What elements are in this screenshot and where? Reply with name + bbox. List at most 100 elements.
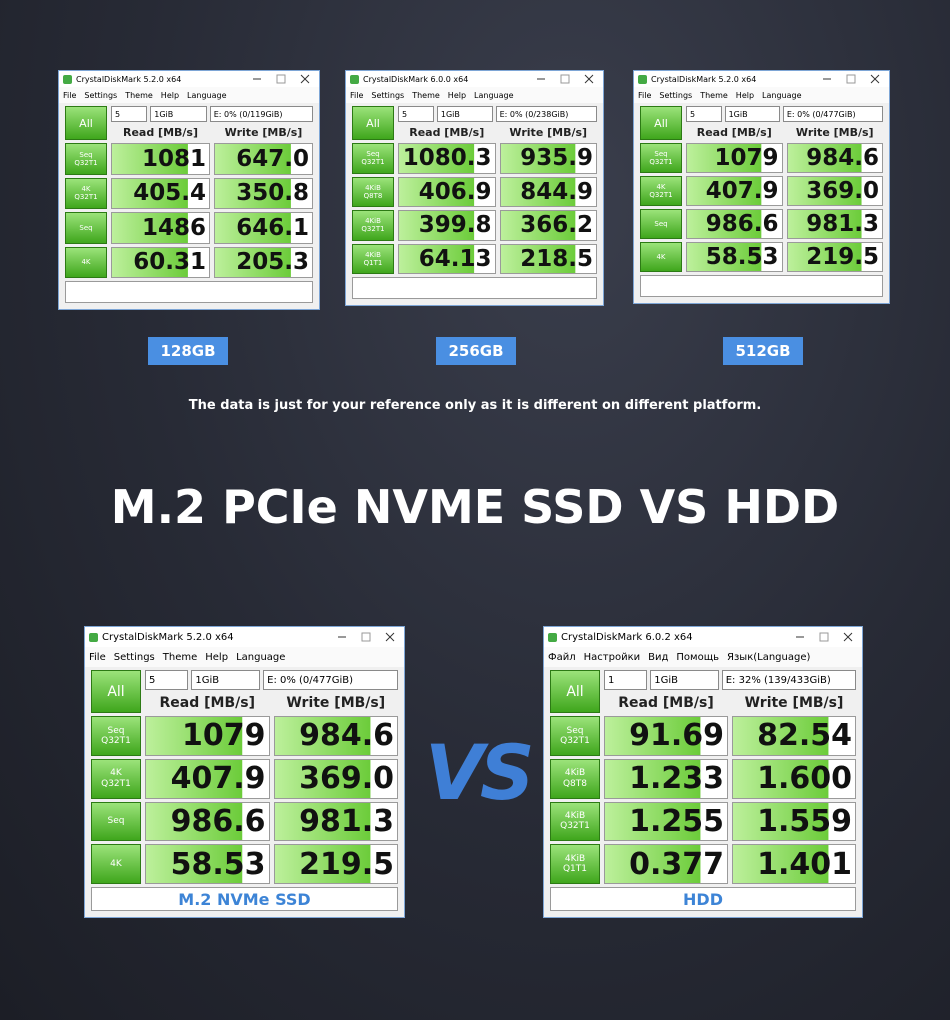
test-label: 4K [110,858,122,869]
menu-item[interactable]: Язык(Language) [727,651,811,663]
read-value: 1081 [111,143,210,175]
menu-item[interactable]: Файл [548,651,576,663]
drive-select[interactable]: E: 0% (0/477GiB) [263,670,398,690]
write-value: 366.2 [499,210,597,241]
menu-item[interactable]: Language [187,90,227,100]
menu-item[interactable]: Settings [84,90,118,100]
test-button[interactable]: 4K Q32T1 [65,177,107,209]
menu-item[interactable]: Language [474,90,514,100]
test-button[interactable]: Seq Q32T1 [640,143,682,173]
menu-item[interactable]: Settings [659,90,693,100]
all-button[interactable]: All [65,106,107,140]
window-controls[interactable] [249,74,319,84]
menu-item[interactable]: File [63,90,77,100]
all-button[interactable]: All [352,106,394,140]
note: The data is just for your reference only… [188,398,762,413]
drive-select[interactable]: E: 0% (0/238GiB) [495,106,597,122]
window-controls[interactable] [533,74,603,84]
menu-item[interactable]: Help [447,90,467,100]
window-title: CrystalDiskMark 6.0.0 x64 [363,74,469,84]
count-select[interactable]: 5 [111,106,148,122]
menu-item[interactable]: Language [236,651,286,663]
size-select[interactable]: 1GiB [191,670,261,690]
test-label: Seq [654,219,668,228]
test-button[interactable]: 4KiB Q8T8 [550,758,600,799]
test-button[interactable]: 4KiB Q1T1 [352,243,394,274]
menu-item[interactable]: Theme [412,90,440,100]
menu-bar: File Settings Theme Help Language [59,87,319,103]
write-value: 1.401 [732,844,856,884]
menu-item[interactable]: File [638,90,652,100]
comment-box [352,277,597,299]
all-button[interactable]: All [550,670,600,713]
count-select[interactable]: 1 [604,670,648,690]
test-button[interactable]: Seq Q32T1 [65,143,107,175]
menu-item[interactable]: Помощь [676,651,720,663]
menu-item[interactable]: Help [160,90,180,100]
test-button[interactable]: 4K [65,246,107,278]
write-value: 369.0 [273,758,398,799]
drive-select[interactable]: E: 32% (139/433GiB) [721,670,856,690]
read-header: Read [MB/s] [618,695,714,711]
menu-item[interactable]: Help [205,651,229,663]
test-button[interactable]: 4K Q32T1 [91,758,141,799]
read-value: 1486 [111,212,210,244]
read-value: 91.69 [604,716,728,756]
menu-item[interactable]: Theme [162,651,198,663]
size-select[interactable]: 1GiB [724,106,780,122]
test-button[interactable]: Seq Q32T1 [550,716,600,756]
menu-item[interactable]: Вид [648,651,669,663]
read-value: 1.255 [604,801,728,842]
write-value: 218.5 [499,243,597,274]
benchmark-grid: All 1 1GiB E: 32% (139/433GiB) Read [MB/s] Wr… [544,667,862,917]
read-header: Read [MB/s] [696,126,772,139]
test-button[interactable]: Seq [640,209,682,239]
title-bar: CrystalDiskMark 6.0.2 x64 [544,627,862,647]
drive-select[interactable]: E: 0% (0/477GiB) [782,106,883,122]
window-controls[interactable] [334,632,404,642]
menu-item[interactable]: File [89,651,106,663]
test-label: Q32T1 [361,158,385,167]
write-value: 219.5 [786,242,883,272]
app-icon [89,632,98,642]
all-button[interactable]: All [91,670,141,713]
test-button[interactable]: Seq [91,801,141,842]
count-select[interactable]: 5 [398,106,434,122]
menu-item[interactable]: Настройки [583,651,641,663]
vs-text: VS [425,728,535,817]
count-select[interactable]: 5 [686,106,722,122]
test-button[interactable]: 4KiB Q32T1 [550,801,600,842]
menu-item[interactable]: Settings [113,651,155,663]
read-value: 399.8 [398,210,496,241]
test-button[interactable]: 4KiB Q32T1 [352,210,394,241]
test-button[interactable]: Seq Q32T1 [352,143,394,174]
menu-bar: File Settings Theme Help Language [634,87,889,103]
test-button[interactable]: 4K [640,242,682,272]
test-button[interactable]: Seq Q32T1 [91,716,141,756]
all-button[interactable]: All [640,106,682,140]
test-button[interactable]: 4KiB Q8T8 [352,176,394,207]
menu-item[interactable]: Help [735,90,755,100]
drive-select[interactable]: E: 0% (0/119GiB) [209,106,313,122]
menu-item[interactable]: Theme [700,90,728,100]
read-value: 407.9 [686,176,783,206]
size-select[interactable]: 1GiB [650,670,719,690]
test-label: Q32T1 [361,225,385,234]
window-controls[interactable] [792,632,862,642]
app-window: CrystalDiskMark 6.0.0 x64 File Settings The… [345,70,604,306]
window-controls[interactable] [819,74,889,84]
menu-item[interactable]: Theme [125,90,153,100]
test-button[interactable]: 4K [91,844,141,884]
size-select[interactable]: 1GiB [436,106,493,122]
count-select[interactable]: 5 [145,670,189,690]
menu-item[interactable]: File [350,90,364,100]
test-button[interactable]: 4K Q32T1 [640,176,682,206]
window-title: CrystalDiskMark 5.2.0 x64 [76,74,182,84]
test-button[interactable]: 4KiB Q1T1 [550,844,600,884]
size-select[interactable]: 1GiB [150,106,207,122]
menu-item[interactable]: Language [762,90,802,100]
test-button[interactable]: Seq [65,212,107,244]
read-value: 1079 [686,143,783,173]
menu-item[interactable]: Settings [371,90,405,100]
read-header: Read [MB/s] [409,126,485,139]
